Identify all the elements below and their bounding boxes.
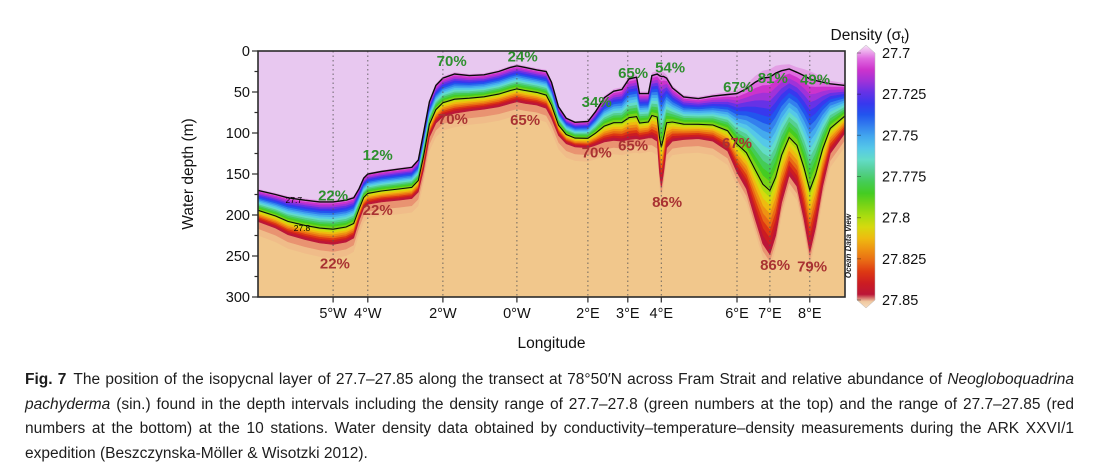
abundance-label-green: 12%: [363, 147, 393, 164]
x-tick-label: 5°W: [319, 306, 347, 322]
isopycnal-contour-27-8: [258, 88, 845, 230]
x-tick-label: 2°E: [576, 306, 600, 322]
abundance-label-red: 86%: [760, 257, 790, 274]
abundance-label-green: 24%: [508, 49, 538, 66]
x-tick-label: 7°E: [758, 306, 782, 322]
x-tick-label: 8°E: [798, 306, 822, 322]
colorbar-tick-label: 27.8: [882, 211, 910, 227]
y-axis: 0 50 100 150 200 250 300 Water depth (m): [180, 44, 258, 306]
abundance-label-red: 67%: [722, 135, 752, 152]
y-tick-label: 200: [226, 208, 250, 224]
y-tick-label: 100: [226, 126, 250, 142]
abundance-label-red: 86%: [652, 194, 682, 211]
colorbar-tick-label: 27.725: [882, 87, 926, 103]
x-tick-label: 4°W: [354, 306, 382, 322]
band-bottom-fuzz: [258, 101, 845, 262]
abundance-label-green: 49%: [800, 72, 830, 89]
x-axis: 5°W 4°W 2°W 0°W 2°E 3°E 4°E 6°E 7°E 8°E Longitude: [319, 297, 822, 352]
figure-caption: Fig. 7 The position of the isopycnal laye…: [25, 368, 1074, 466]
x-axis-title: Longitude: [517, 335, 585, 352]
abundance-label-red: 70%: [582, 145, 612, 162]
abundance-label-red: 22%: [320, 255, 350, 272]
abundance-label-green: 65%: [618, 65, 648, 82]
colorbar-tick-label: 27.775: [882, 170, 926, 186]
caption-segment: (sin.) found in the depth intervals incl…: [25, 395, 1074, 462]
band-bottom-fuzz: [258, 109, 845, 269]
x-tick-label: 2°W: [429, 306, 457, 322]
abundance-labels-red: 22% 22% 70% 65% 70% 65% 86% 67% 86% 79%: [320, 111, 827, 276]
x-tick-label: 4°E: [650, 306, 674, 322]
station-gridlines: [332, 51, 811, 297]
x-tick-label: 0°W: [503, 306, 531, 322]
colorbar: 27.7 27.725 27.75 27.775 27.8 27.825 27.85 Dens…: [831, 27, 927, 309]
x-tick-label: 6°E: [725, 306, 749, 322]
y-tick-label: 300: [226, 290, 250, 306]
colorbar-tick-label: 27.7: [882, 46, 910, 62]
abundance-label-red: 65%: [510, 112, 540, 129]
abundance-label-red: 65%: [618, 137, 648, 154]
figure-7: 0 50 100 150 200 250 300 Water depth (m) 5°W 4°W 2…: [180, 27, 927, 352]
y-axis-title: Water depth (m): [180, 118, 197, 229]
abundance-label-green: 54%: [655, 59, 685, 76]
colorbar-tick-label: 27.75: [882, 128, 918, 144]
density-band-strip: [258, 99, 845, 256]
caption-segment: Fig. 7: [25, 371, 67, 388]
colorbar-title: Density (σt): [831, 27, 910, 46]
abundance-labels-green: 22% 12% 70% 24% 34% 65% 54% 67% 81% 49%: [318, 49, 830, 205]
isopycnal-section-plot: 0 50 100 150 200 250 300 Water depth (m) 5°W 4°W 2…: [180, 27, 927, 352]
colorbar-gradient-bar: [856, 44, 876, 309]
y-tick-label: 250: [226, 249, 250, 265]
caption-segment: Neogloboquadrina pachyderma: [25, 371, 1074, 413]
abundance-label-green: 67%: [723, 79, 753, 96]
abundance-label-red: 70%: [438, 111, 468, 128]
y-tick-label: 50: [234, 85, 250, 101]
y-tick-label: 150: [226, 167, 250, 183]
contour-label: 27.7: [286, 195, 303, 205]
colorbar-tick-label: 27.85: [882, 293, 918, 309]
y-tick-label: 0: [242, 44, 250, 60]
abundance-label-red: 79%: [797, 259, 827, 276]
colorbar-tick-label: 27.825: [882, 252, 926, 268]
x-tick-label: 3°E: [616, 306, 640, 322]
odv-credit: Ocean Data View: [844, 213, 853, 278]
abundance-label-green: 34%: [582, 94, 612, 111]
contour-label: 27.8: [294, 223, 311, 233]
caption-segment: The position of the isopycnal layer of 2…: [73, 371, 948, 388]
abundance-label-green: 70%: [437, 53, 467, 70]
isopycnal-contour-27-7: [258, 65, 845, 203]
abundance-label-green: 22%: [318, 187, 348, 204]
below-isopycnal-region: [258, 101, 845, 297]
abundance-label-green: 81%: [758, 70, 788, 87]
abundance-label-red: 22%: [363, 202, 393, 219]
